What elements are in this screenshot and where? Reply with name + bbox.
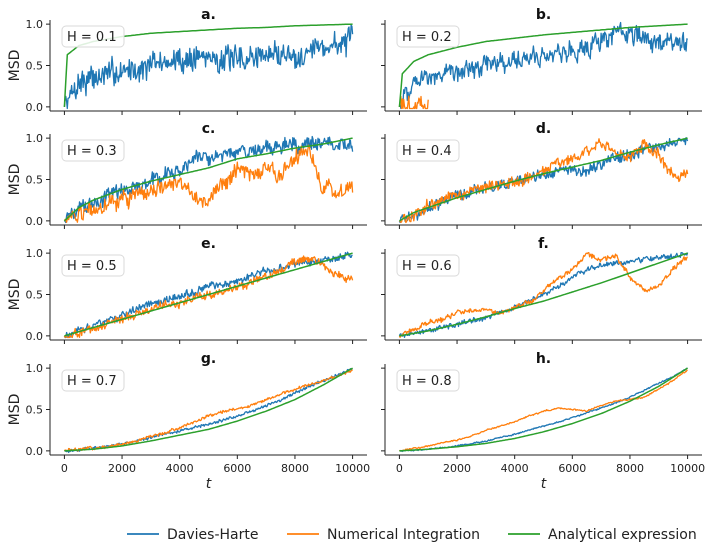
panel-letter: e. — [201, 236, 216, 252]
series-line-numerical-integration — [398, 95, 429, 110]
series-line-numerical-integration — [398, 251, 688, 338]
legend: Davies-Harte Numerical Integration Analy… — [127, 527, 697, 543]
h-label-text: H = 0.1 — [67, 30, 117, 45]
panel-1: 0.0 0.5 1.0 MSD a. H = 0.1 — [7, 7, 367, 115]
h-label-box — [396, 25, 460, 48]
y-axis-title: MSD — [7, 279, 23, 311]
x-tick-label: 4000 — [501, 462, 529, 475]
y-tick-label: 0.0 — [26, 215, 44, 228]
panel-letter: a. — [201, 7, 216, 23]
series-line-analytical-expression — [64, 252, 353, 337]
y-tick-label: 0.5 — [26, 174, 44, 187]
h-label-text: H = 0.8 — [402, 374, 452, 389]
panel-letter: f. — [538, 236, 549, 252]
panel-letter: g. — [201, 351, 216, 367]
y-axis-title: MSD — [7, 164, 23, 196]
x-tick-label: 4000 — [166, 462, 194, 475]
x-axis-title: t — [206, 476, 212, 492]
x-tick-label: 8000 — [281, 462, 309, 475]
series-line-numerical-integration — [63, 144, 354, 223]
x-tick-label: 8000 — [616, 462, 644, 475]
x-tick-label: 6000 — [223, 462, 251, 475]
y-tick-label: 0.0 — [26, 101, 44, 114]
h-label-box — [396, 139, 460, 162]
y-tick-label: 1.0 — [26, 18, 44, 31]
h-label-text: H = 0.3 — [67, 144, 117, 159]
panel-4: d. H = 0.4 — [381, 121, 702, 229]
x-tick-label: 6000 — [558, 462, 586, 475]
y-tick-label: 0.5 — [26, 289, 44, 302]
panel-7: 0.0 0.5 1.0 0 2000 4000 6000 8000 10000 MSD t g. H =… — [7, 351, 370, 492]
series-line-analytical-expression — [399, 367, 688, 452]
x-tick-label: 10000 — [670, 462, 705, 475]
panel-letter: b. — [536, 7, 551, 23]
y-axis-title: MSD — [7, 50, 23, 82]
h-label-box — [61, 369, 125, 392]
h-label-text: H = 0.5 — [67, 259, 117, 274]
panel-letter: d. — [536, 121, 551, 137]
panels-layer: 0.0 0.5 1.0 MSD a. H = 0.1 b. H = 0.2 0.0 0.5 1.0 M… — [7, 7, 705, 492]
legend-label-numerical-integration: Numerical Integration — [327, 527, 480, 543]
legend-label-analytical-expression: Analytical expression — [548, 527, 697, 543]
panel-letter: h. — [536, 351, 551, 367]
series-line-davies-harte — [398, 21, 689, 110]
panel-3: 0.0 0.5 1.0 MSD c. H = 0.3 — [7, 121, 367, 229]
h-label-text: H = 0.6 — [402, 259, 452, 274]
y-tick-label: 0.0 — [26, 445, 44, 458]
y-tick-label: 0.0 — [26, 330, 44, 343]
series-line-numerical-integration — [63, 369, 353, 452]
y-tick-label: 0.5 — [26, 60, 44, 73]
panel-2: b. H = 0.2 — [381, 7, 702, 115]
series-line-davies-harte — [63, 24, 354, 110]
panel-6: f. H = 0.6 — [381, 236, 702, 344]
series-line-analytical-expression — [398, 23, 688, 107]
h-label-box — [61, 139, 125, 162]
h-label-text: H = 0.7 — [67, 374, 117, 389]
h-label-box — [396, 254, 460, 277]
x-tick-label: 2000 — [443, 462, 471, 475]
y-tick-label: 1.0 — [26, 247, 44, 260]
series-line-analytical-expression — [399, 137, 688, 222]
x-axis-title: t — [541, 476, 547, 492]
x-tick-label: 0 — [61, 462, 68, 475]
panel-8: 0 2000 4000 6000 8000 10000 t h. H = 0.8 — [381, 351, 705, 492]
y-tick-label: 0.5 — [26, 404, 44, 417]
y-axis-title: MSD — [7, 394, 23, 426]
h-label-text: H = 0.2 — [402, 30, 452, 45]
legend-label-davies-harte: Davies-Harte — [167, 527, 258, 543]
h-label-box — [61, 25, 125, 48]
h-label-box — [61, 254, 125, 277]
x-tick-label: 10000 — [335, 462, 370, 475]
y-tick-label: 1.0 — [26, 362, 44, 375]
h-label-text: H = 0.4 — [402, 144, 452, 159]
x-tick-label: 0 — [396, 462, 403, 475]
series-line-numerical-integration — [399, 369, 688, 452]
series-line-analytical-expression — [399, 252, 688, 337]
series-line-davies-harte — [63, 251, 353, 339]
h-label-box — [396, 369, 460, 392]
panel-letter: c. — [202, 121, 216, 137]
series-line-davies-harte — [64, 135, 354, 224]
series-line-analytical-expression — [64, 367, 353, 452]
x-tick-label: 2000 — [108, 462, 136, 475]
y-tick-label: 1.0 — [26, 132, 44, 145]
series-line-analytical-expression — [63, 137, 353, 222]
panel-5: 0.0 0.5 1.0 MSD e. H = 0.5 — [7, 236, 367, 344]
